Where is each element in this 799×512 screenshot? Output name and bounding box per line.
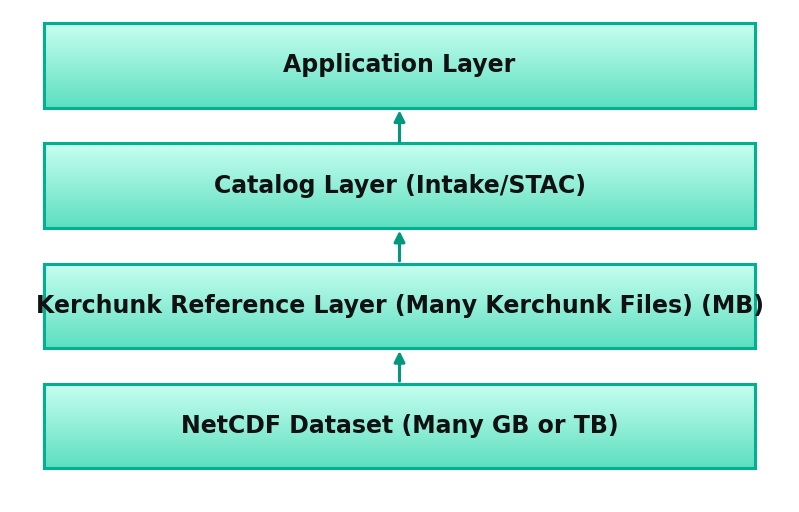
Bar bbox=[44, 143, 755, 228]
Text: Catalog Layer (Intake/STAC): Catalog Layer (Intake/STAC) bbox=[213, 174, 586, 198]
Bar bbox=[44, 23, 755, 108]
Text: Kerchunk Reference Layer (Many Kerchunk Files) (MB): Kerchunk Reference Layer (Many Kerchunk … bbox=[35, 294, 764, 318]
Text: NetCDF Dataset (Many GB or TB): NetCDF Dataset (Many GB or TB) bbox=[181, 414, 618, 438]
Bar bbox=[44, 384, 755, 468]
Text: Application Layer: Application Layer bbox=[284, 53, 515, 77]
Bar bbox=[44, 264, 755, 348]
